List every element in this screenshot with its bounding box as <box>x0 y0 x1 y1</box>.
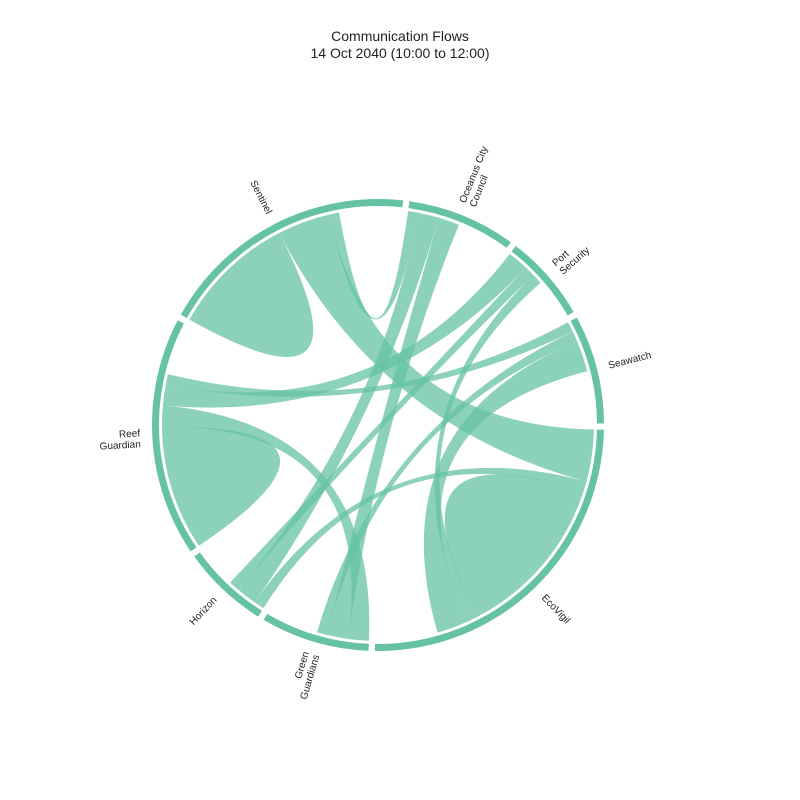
ribbon-sentinel-to-oceanus-city-council <box>328 211 419 320</box>
label-oceanus-city-council: Oceanus CityCouncil <box>458 145 501 209</box>
ribbons <box>162 211 594 641</box>
label-seawatch: Seawatch <box>607 350 652 372</box>
ribbon-ecovigil-to-seawatch <box>423 341 588 633</box>
ribbon-sentinel-to-sentinel <box>189 232 314 357</box>
ribbon-horizon-to-oceanus-city-council <box>238 212 439 603</box>
ribbon-horizon-to-ecovigil <box>254 467 587 609</box>
ribbon-reef-guardian-to-port-security <box>162 253 526 408</box>
ribbon-ecovigil-to-ecovigil <box>444 474 584 618</box>
ribbon-reef-guardian-to-seawatch <box>165 322 573 397</box>
label-green-guardians: GreenGuardians <box>288 650 322 700</box>
chart-title: Communication Flows <box>331 28 469 44</box>
arc-port-security <box>511 245 574 316</box>
arc-sentinel <box>180 199 404 319</box>
arc-seawatch <box>570 317 604 424</box>
chart-subtitle: 14 Oct 2040 (10:00 to 12:00) <box>310 45 490 61</box>
arc-green-guardians <box>263 613 369 651</box>
label-horizon: Horizon <box>188 595 220 628</box>
arc-horizon <box>194 552 262 617</box>
label-port-security: PortSecurity <box>550 237 592 277</box>
ribbon-reef-guardian-to-reef-guardian <box>162 426 281 546</box>
label-sentinel: Sentinel <box>247 179 273 216</box>
label-reef-guardian: ReefGuardian <box>99 428 142 452</box>
ribbon-sentinel-to-ecovigil <box>279 214 594 482</box>
arc-oceanus-city-council <box>408 201 511 248</box>
arc-reef-guardian <box>151 320 197 552</box>
label-ecovigil: EcoVigil <box>539 593 572 627</box>
